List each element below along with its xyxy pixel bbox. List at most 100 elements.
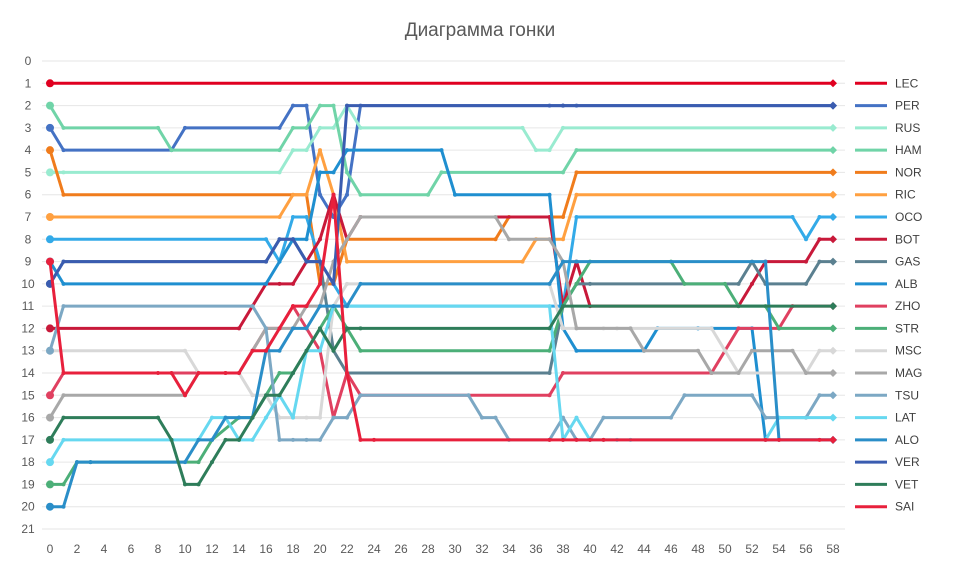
- start-marker: [46, 346, 54, 355]
- series-point: [318, 415, 322, 420]
- series-point: [331, 348, 336, 353]
- series-point: [493, 215, 498, 219]
- series-point: [277, 281, 282, 286]
- series-point: [345, 371, 349, 375]
- series-point: [264, 348, 268, 353]
- series-point: [183, 393, 187, 398]
- series-point: [318, 170, 322, 175]
- y-tick-label: 2: [25, 99, 32, 113]
- series-point: [817, 237, 822, 242]
- series-point: [547, 304, 552, 309]
- start-marker: [46, 324, 54, 333]
- x-tick-label: 18: [286, 542, 300, 556]
- series-point: [183, 482, 187, 487]
- series-point: [358, 393, 363, 398]
- series-point: [169, 148, 174, 153]
- series-point: [237, 415, 241, 420]
- y-tick-label: 9: [25, 255, 32, 269]
- series-point: [61, 482, 66, 487]
- end-marker: [829, 257, 837, 266]
- series-point: [291, 103, 295, 108]
- grid-layer: [42, 60, 845, 530]
- series-point: [790, 215, 795, 219]
- y-tick-label: 3: [25, 121, 32, 135]
- y-tick-label: 17: [21, 433, 35, 447]
- series-ric: [46, 148, 837, 264]
- x-tick-label: 32: [475, 542, 489, 556]
- x-tick-label: 58: [826, 542, 840, 556]
- series-point: [736, 326, 741, 331]
- series-point: [156, 125, 160, 130]
- legend-label: OCO: [895, 210, 922, 224]
- series-point: [561, 170, 565, 175]
- series-point: [642, 348, 646, 353]
- series-point: [61, 192, 66, 197]
- series-point: [277, 259, 282, 264]
- end-marker: [829, 324, 837, 333]
- x-tick-label: 16: [259, 542, 273, 556]
- start-marker: [46, 435, 54, 444]
- series-line-mag: [48, 215, 835, 420]
- end-marker: [829, 413, 837, 422]
- series-point: [804, 371, 808, 375]
- series-point: [426, 192, 430, 197]
- series-point: [358, 348, 363, 353]
- series-point: [439, 170, 444, 175]
- x-tick-label: 24: [367, 542, 381, 556]
- legend-entry-ham: HAM: [855, 143, 922, 157]
- series-layer: [46, 79, 837, 511]
- y-tick-label: 10: [21, 277, 35, 291]
- x-tick-label: 12: [205, 542, 219, 556]
- y-tick-label: 14: [21, 366, 35, 380]
- series-point: [250, 304, 255, 309]
- legend-label: LEC: [895, 76, 919, 90]
- series-ham: [46, 101, 837, 197]
- series-point: [183, 125, 187, 130]
- legend-entry-tsu: TSU: [855, 388, 919, 402]
- series-point: [547, 192, 552, 197]
- legend-entry-oco: OCO: [855, 210, 922, 224]
- series-point: [547, 281, 552, 286]
- series-point: [345, 259, 349, 264]
- series-point: [804, 281, 808, 286]
- series-point: [574, 437, 579, 442]
- series-point: [291, 371, 295, 375]
- series-point: [331, 192, 336, 197]
- end-marker: [829, 346, 837, 355]
- end-marker: [829, 146, 837, 155]
- series-point: [561, 237, 565, 242]
- series-point: [264, 259, 268, 264]
- series-alb: [46, 148, 837, 444]
- series-point: [156, 371, 160, 375]
- series-point: [183, 348, 187, 353]
- legend-label: VET: [895, 477, 919, 491]
- series-point: [345, 192, 349, 197]
- series-point: [223, 437, 228, 442]
- series-point: [574, 215, 579, 219]
- x-tick-label: 50: [718, 542, 732, 556]
- series-point: [210, 460, 214, 465]
- series-point: [574, 148, 579, 153]
- end-marker: [829, 391, 837, 400]
- series-point: [682, 281, 687, 286]
- x-tick-label: 2: [74, 542, 81, 556]
- y-tick-label: 18: [21, 455, 35, 469]
- series-point: [277, 371, 282, 375]
- series-point: [561, 215, 565, 219]
- series-zho: [46, 302, 837, 420]
- legend-entry-ver: VER: [855, 455, 920, 469]
- series-point: [291, 415, 295, 420]
- series-point: [277, 326, 282, 331]
- series-point: [345, 103, 349, 108]
- series-point: [723, 348, 727, 353]
- legend-entry-str: STR: [855, 321, 919, 335]
- series-point: [277, 237, 282, 242]
- series-point: [574, 259, 579, 264]
- series-point: [75, 460, 79, 465]
- series-point: [304, 437, 309, 442]
- legend-entry-alb: ALB: [855, 277, 918, 291]
- series-point: [318, 125, 322, 130]
- x-tick-label: 40: [583, 542, 597, 556]
- series-point: [520, 259, 525, 264]
